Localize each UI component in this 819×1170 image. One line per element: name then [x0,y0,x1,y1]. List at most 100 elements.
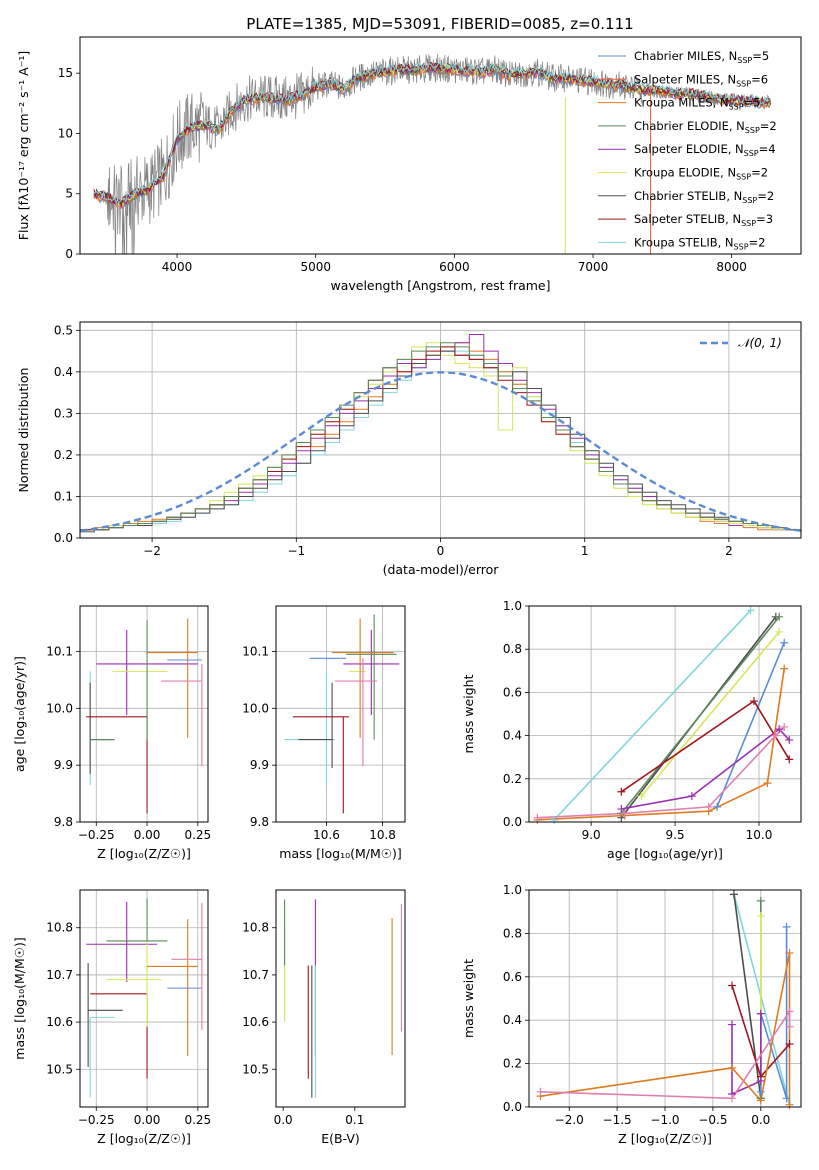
mass-weight-marker [775,725,784,734]
x-tick-label: −0.25 [78,828,115,842]
mass-weight-marker [713,802,722,811]
mass-weight-marker [785,1007,794,1016]
x-axis-label: age [log₁₀(age/yr)] [607,846,723,861]
mass-weight-line [731,1013,762,1096]
x-tick-label: −0.5 [698,1113,727,1127]
mass-weight-marker [687,792,696,801]
mass-weight-line [553,609,752,821]
x-axis-label: (data-model)/error [383,562,500,577]
legend-label: Kroupa STELIB, NSSP=2 [634,235,765,251]
normal-curve [80,371,801,532]
mass-weight-marker [780,664,789,673]
x-tick-label: 10.6 [313,828,340,842]
mass-weight-marker [775,627,784,636]
y-tick-label: 10.8 [46,921,73,935]
x-tick-label: 9.0 [582,828,601,842]
mass-weight-line [733,894,791,1106]
mass-weight-marker [775,612,784,621]
x-tick-label: 0.25 [184,828,211,842]
mass-weight-marker [782,1094,791,1103]
mass-weight-line [621,728,790,810]
x-tick-label: 0.00 [134,1113,161,1127]
x-tick-label: −1 [287,544,305,558]
axes-spectrum: 4000 5000 6000 7000 8000 0 5 10 15 wavelength [An… [16,36,802,293]
y-axis-label: Flux [fλ10⁻¹⁷ erg cm⁻² s⁻¹ A⁻¹] [16,51,31,240]
x-tick-label: 0 [437,544,445,558]
y-tick-label: 0.0 [503,1100,522,1114]
mass-weight-marker [785,1022,794,1031]
axes-frame [275,605,406,823]
mass-weight-marker [785,735,794,744]
y-tick-label: 10.5 [242,1062,269,1076]
y-tick-label: 10.7 [46,968,73,982]
y-tick-label: 0.4 [503,729,522,743]
y-tick-label: 10 [58,126,73,140]
x-tick-label: 10.8 [369,828,396,842]
x-tick-label: 1 [581,544,589,558]
y-tick-label: 10.1 [46,644,73,658]
mass-weight-line [640,631,780,797]
mass-weight-marker [729,890,738,899]
mass-weight-marker [771,731,780,740]
x-tick-label: 4000 [162,260,193,274]
x-tick-label: −1.5 [603,1113,632,1127]
axes-age_vs_z: −0.25 0.00 0.25 9.8 9.9 10.0 10.1 Z [log₁₀(Z/Z☉… [12,605,211,861]
mass-weight-marker [780,638,789,647]
x-tick-label: 2 [725,544,733,558]
mass-weight-marker [782,922,791,931]
y-axis-label: Normed distribution [16,368,31,493]
y-tick-label: 9.9 [54,758,73,772]
mass-weight-marker [704,802,713,811]
mass-weight-marker [533,813,542,822]
legend-label: Chabrier ELODIE, NSSP=2 [634,119,777,135]
mass-weight-line [540,1008,791,1100]
mass-weight-marker [728,1020,737,1029]
axes-mass_vs_z: −0.25 0.00 0.25 10.5 10.6 10.7 10.8 Z [log₁₀(Z/… [12,889,211,1146]
x-axis-label: mass [log₁₀(M/M☉)] [279,846,401,861]
x-tick-label: −2 [143,544,161,558]
x-tick-label: 7000 [578,260,609,274]
mass-weight-marker [756,1009,765,1018]
x-axis-label: Z [log₁₀(Z/Z☉)] [618,1131,712,1146]
y-tick-label: 1.0 [503,883,522,897]
x-tick-label: 0.0 [274,1113,293,1127]
x-tick-label: 10.0 [746,828,773,842]
mass-weight-line [733,894,762,1099]
x-tick-label: 0.0 [751,1113,770,1127]
mass-weight-line [620,699,790,793]
plot-area [80,890,208,1107]
axes-frame [528,605,802,823]
axes-weight_vs_z: −2.0 −1.5 −1.0 −0.5 0.0 0.0 0.2 0.4 0.6 0.8 1.0 Z [… [461,883,802,1146]
y-tick-label: 0.3 [54,406,73,420]
x-tick-label: 8000 [716,260,747,274]
y-tick-label: 10.1 [242,644,269,658]
figure-title: PLATE=1385, MJD=53091, FIBERID=0085, z=0… [246,15,633,33]
y-tick-label: 0.6 [503,970,522,984]
x-tick-label: 0.00 [134,828,161,842]
spectrum-model-line [93,62,771,207]
mass-weight-marker [763,779,772,788]
mass-weight-marker [728,981,737,990]
y-tick-label: 10.7 [242,968,269,982]
plot-area [284,899,402,1098]
y-tick-label: 0.0 [54,531,73,545]
x-axis-label: Z [log₁₀(Z/Z☉)] [97,1131,191,1146]
x-tick-label: 0.25 [184,1113,211,1127]
y-tick-label: 10.6 [242,1015,269,1029]
x-tick-label: 6000 [439,260,470,274]
y-tick-label: 5 [65,187,73,201]
mass-weight-marker [617,805,626,814]
mass-weight-line [620,616,780,814]
spectrum-model-line [93,61,771,205]
mass-weight-marker [749,697,758,706]
axes-mass_vs_ebv: 0.0 0.1 10.5 10.6 10.7 10.8 E(B-V) [242,889,406,1146]
y-tick-label: 0.8 [503,642,522,656]
mass-weight-marker [785,1040,794,1049]
y-axis-label: mass weight [461,959,476,1038]
y-tick-label: 15 [58,66,73,80]
mass-weight-marker [756,1087,765,1096]
y-tick-label: 0.2 [54,448,73,462]
mass-weight-marker [620,809,629,818]
y-tick-label: 10.0 [242,701,269,715]
